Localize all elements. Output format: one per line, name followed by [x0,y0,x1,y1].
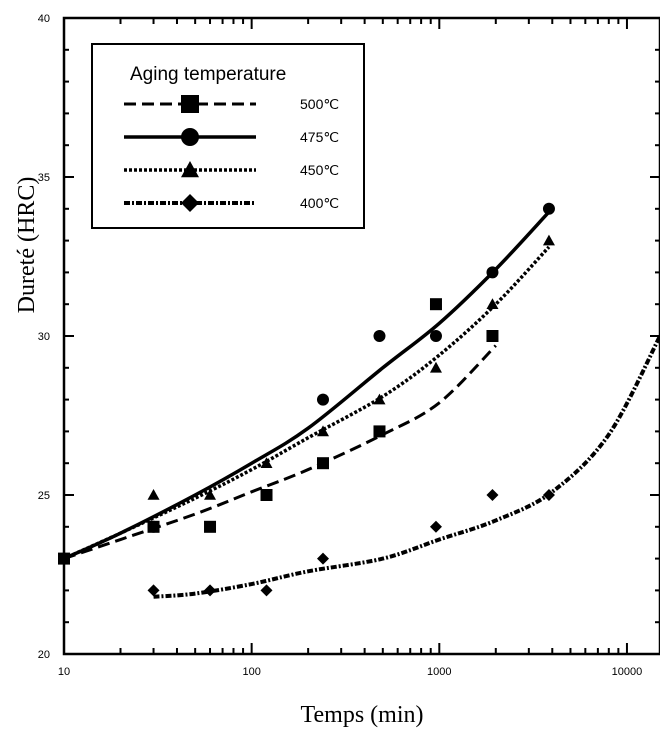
legend-label: 475℃ [300,129,339,145]
legend-title: Aging temperature [130,64,286,85]
legend-entries: 500℃ 475℃ 450℃ 400℃ [124,95,339,212]
data-point-square [260,489,273,501]
data-point-square [486,330,499,342]
fit-curves [63,210,660,599]
data-point-diamond [204,584,217,597]
data-point-diamond [260,584,273,597]
data-point-circle [316,393,329,406]
data-point-circle [486,266,499,279]
series-curve [153,335,660,599]
data-point-triangle [373,393,386,405]
data-point-diamond [542,489,555,501]
y-axis-title: Dureté (HRC) [14,177,40,314]
data-point-circle [147,520,160,533]
axis-ticks [63,17,660,655]
data-point-circle [429,330,442,342]
data-point-square [316,457,329,470]
data-point-triangle [542,234,555,246]
data-point-square [204,520,217,533]
data-point-triangle [429,361,442,373]
data-point-circle [542,202,555,215]
legend-label: 400℃ [300,195,339,211]
legend-label: 500℃ [300,96,339,112]
legend-marker-square [181,95,199,113]
data-point-diamond [147,584,160,597]
data-point-triangle [58,552,70,564]
data-point-triangle [316,425,329,437]
legend: Aging temperature 500℃ 475℃ 450℃ 400℃ [91,43,365,229]
data-point-diamond [316,552,329,565]
data-points [58,202,555,597]
x-tick-label: 100 [242,666,260,678]
legend-marker-diamond [181,194,199,212]
data-point-circle [373,330,386,342]
axis-tick-labels: 10 100 1000 10000 20 25 30 35 40 [38,13,643,678]
data-point-square [429,298,442,311]
data-point-square [373,425,386,438]
x-tick-label: 1000 [427,666,451,678]
x-tick-label: 10 [58,666,70,678]
series-curve [63,210,551,561]
legend-marker-circle [181,128,199,146]
data-point-diamond [486,489,499,501]
y-tick-label: 30 [38,331,50,343]
legend-marker-triangle [181,161,199,178]
x-tick-label: 10000 [612,666,643,678]
y-tick-label: 35 [38,172,50,184]
data-point-triangle [486,298,499,309]
data-point-triangle [260,457,273,468]
y-tick-label: 25 [38,490,50,502]
data-point-diamond [429,520,442,533]
y-tick-label: 20 [38,649,50,661]
x-axis-title: Temps (min) [301,702,424,728]
legend-label: 450℃ [300,162,339,178]
series-curve [63,245,551,561]
series-curve [63,344,497,561]
data-point-triangle [147,489,160,500]
y-tick-label: 40 [38,13,50,25]
data-point-triangle [204,489,217,500]
